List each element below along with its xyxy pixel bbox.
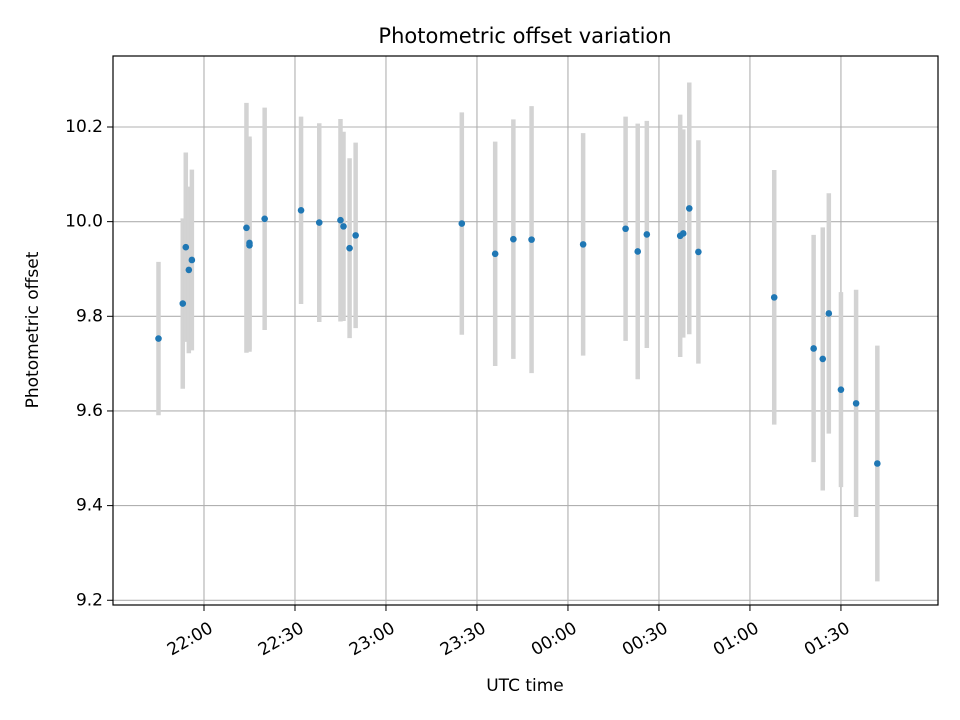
y-tick-label: 9.4 [76, 496, 103, 516]
data-point [340, 223, 347, 230]
data-point [458, 220, 466, 227]
data-point [297, 206, 305, 214]
data-point [770, 294, 778, 301]
data-point [155, 335, 162, 342]
data-point [491, 250, 499, 258]
data-point [243, 224, 250, 232]
data-point [825, 310, 833, 317]
y-tick-label: 9.2 [76, 590, 103, 610]
data-point [695, 248, 702, 256]
plot-frame [112, 55, 939, 606]
data-point [346, 244, 353, 252]
chart-title: Photometric offset variation [378, 24, 671, 48]
data-point [182, 243, 190, 251]
y-tick-label: 9.8 [76, 306, 103, 326]
data-point [852, 400, 860, 407]
data-point [837, 386, 845, 393]
data-point [528, 236, 535, 243]
data-point [246, 239, 253, 247]
data-point [819, 355, 827, 363]
data-point [261, 215, 268, 223]
y-tick-label: 9.6 [76, 401, 103, 421]
y-tick-label: 10.0 [65, 212, 103, 232]
data-point [685, 205, 693, 212]
data-point [315, 219, 323, 226]
data-point [634, 248, 642, 255]
data-point [352, 232, 359, 239]
data-point [579, 241, 587, 248]
x-axis-label: UTC time [486, 676, 564, 696]
data-point [622, 225, 629, 233]
data-point [810, 345, 817, 352]
data-point [643, 231, 651, 238]
data-point [874, 460, 881, 467]
data-point [337, 216, 344, 224]
y-axis-label: Photometric offset [23, 251, 43, 408]
data-points [155, 205, 881, 467]
data-point [510, 235, 517, 243]
data-point [185, 266, 193, 274]
data-point [188, 256, 196, 264]
data-point [679, 230, 687, 237]
y-tick-label: 10.2 [65, 117, 103, 137]
data-point [179, 300, 187, 307]
y-axis-ticks: 9.2 9.4 9.6 9.8 10.0 10.2 [65, 117, 113, 610]
